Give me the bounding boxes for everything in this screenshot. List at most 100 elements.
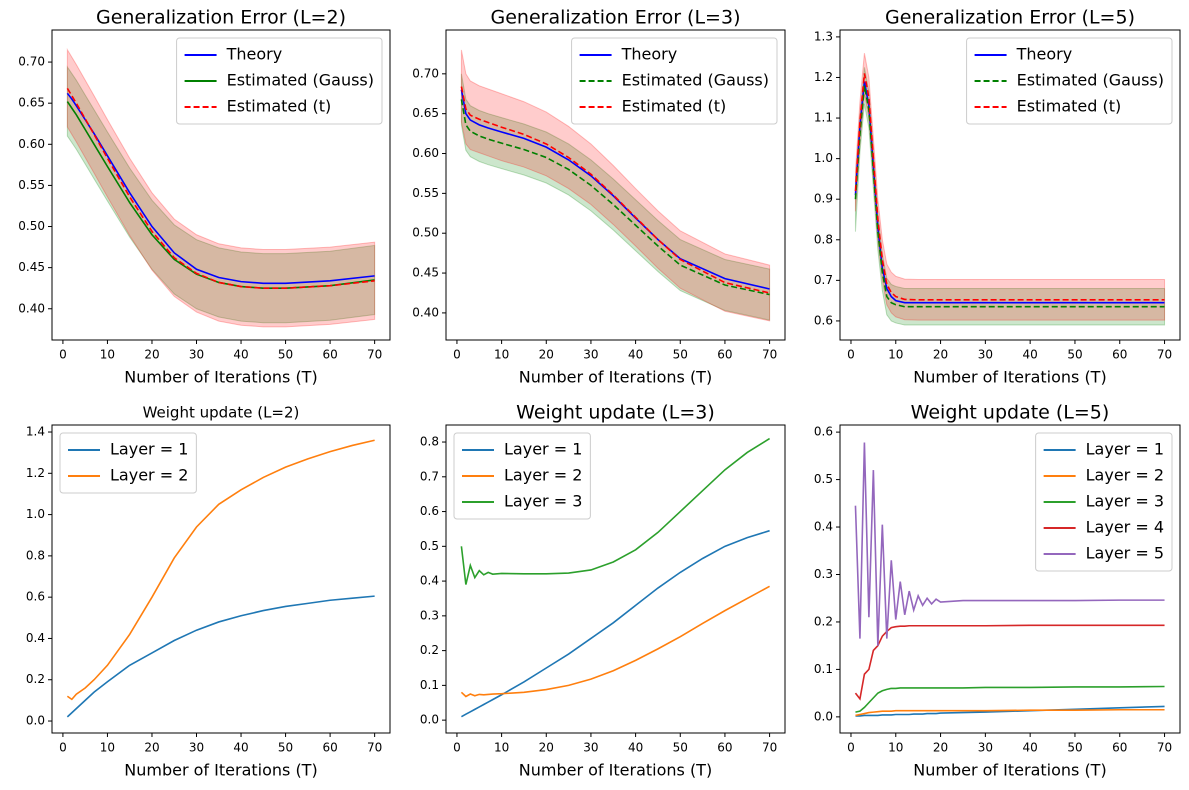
y-tick-label: 0.7: [814, 273, 833, 287]
plot-area: [66, 439, 375, 718]
x-tick-label: 70: [1157, 741, 1172, 755]
subplot: Generalization Error (L=3) Number of Iter…: [412, 7, 786, 387]
legend-label: Estimated (Gauss): [227, 71, 374, 90]
legend-label: Estimated (t): [622, 97, 727, 116]
legend: Layer = 1 Layer = 2 Layer = 3: [453, 432, 591, 520]
y-tick-label: 0.5: [420, 539, 439, 553]
y-tick-label: 0.70: [18, 55, 45, 69]
legend-label: Layer = 2: [504, 466, 582, 485]
legend-label: Layer = 1: [504, 440, 582, 459]
series-line: [66, 595, 375, 718]
subplot-title: Weight update (L=3): [516, 402, 715, 424]
x-tick-label: 50: [278, 348, 293, 362]
x-tick-label: 60: [322, 348, 337, 362]
x-tick-label: 10: [888, 741, 903, 755]
x-tick-label: 60: [322, 741, 337, 755]
legend-label: Estimated (Gauss): [1017, 71, 1164, 90]
series-line: [460, 99, 770, 296]
x-tick-label: 40: [628, 741, 643, 755]
y-tick-label: 0.60: [412, 146, 439, 160]
y-tick-label: 0.9: [814, 192, 833, 206]
axes-frame: [839, 29, 1181, 341]
legend-label: Theory: [226, 45, 283, 64]
x-tick-label: 50: [673, 348, 688, 362]
legend-label: Theory: [1016, 45, 1073, 64]
y-tick-label: 0.0: [26, 714, 45, 728]
plot-area: [66, 47, 376, 328]
x-axis-label: Number of Iterations (T): [519, 368, 712, 387]
legend-label: Layer = 4: [1086, 518, 1164, 537]
y-tick-label: 0.65: [412, 106, 439, 120]
x-tick-label: 30: [189, 741, 204, 755]
subplot-title: Generalization Error (L=5): [885, 7, 1135, 29]
x-tick-label: 10: [100, 348, 115, 362]
legend: Layer = 1 Layer = 2: [59, 432, 197, 494]
series-line: [854, 73, 1165, 301]
series-line: [855, 705, 1165, 717]
legend-box: [966, 37, 1173, 125]
x-tick-label: 0: [453, 741, 461, 755]
plot-area: [854, 53, 1166, 326]
y-tick-label: 0.4: [420, 574, 439, 588]
x-tick-label: 20: [933, 741, 948, 755]
y-tick-label: 0.65: [18, 96, 45, 110]
y-tick-label: 0.3: [420, 608, 439, 622]
legend-label: Layer = 1: [110, 440, 188, 459]
y-tick-label: 0.8: [814, 232, 833, 246]
y-tick-label: 0.45: [412, 266, 439, 280]
x-tick-label: 30: [978, 741, 993, 755]
axes-frame: [445, 29, 786, 341]
x-tick-label: 0: [847, 741, 855, 755]
y-tick-label: 0.60: [18, 137, 45, 151]
x-tick-label: 30: [189, 348, 204, 362]
y-tick-label: 0.3: [814, 567, 833, 581]
x-axis-label: Number of Iterations (T): [913, 761, 1106, 780]
subplot: Generalization Error (L=5) Number of Iter…: [814, 7, 1181, 387]
y-tick-label: 0.8: [26, 548, 45, 562]
y-tick-label: 0.4: [814, 520, 833, 534]
y-tick-label: 0.0: [420, 713, 439, 727]
legend-label: Estimated (t): [227, 97, 332, 116]
axes-frame: [839, 424, 1181, 734]
x-tick-label: 40: [233, 348, 248, 362]
legend-label: Layer = 2: [1086, 466, 1164, 485]
x-tick-label: 60: [717, 348, 732, 362]
y-tick-label: 0.50: [18, 219, 45, 233]
y-tick-label: 1.2: [26, 466, 45, 480]
y-tick-label: 0.7: [420, 469, 439, 483]
series-line: [66, 439, 375, 701]
series-line: [66, 92, 375, 285]
subplot: Weight update (L=5) Number of Iterations …: [814, 402, 1181, 780]
x-tick-label: 50: [1067, 741, 1082, 755]
x-tick-label: 0: [59, 348, 67, 362]
y-tick-label: 1.3: [814, 29, 833, 43]
y-tick-label: 0.0: [814, 709, 833, 723]
series-line: [855, 685, 1165, 713]
subplot: Weight update (L=3) Number of Iterations …: [420, 402, 786, 780]
x-tick-label: 40: [628, 348, 643, 362]
x-tick-label: 20: [933, 348, 948, 362]
legend: Layer = 1 Layer = 2 Layer = 3 Layer = 4 Laye…: [1035, 432, 1173, 572]
y-tick-label: 0.45: [18, 260, 45, 274]
legend-box: [453, 432, 591, 520]
x-tick-label: 10: [494, 348, 509, 362]
y-tick-label: 0.55: [18, 178, 45, 192]
y-tick-label: 1.1: [814, 111, 833, 125]
y-tick-label: 0.6: [26, 590, 45, 604]
subplot-title: Weight update (L=5): [911, 402, 1110, 424]
axes-frame: [51, 29, 391, 341]
x-axis-label: Number of Iterations (T): [124, 761, 317, 780]
confidence-band: [66, 65, 376, 324]
axes-frame: [445, 424, 786, 734]
y-tick-label: 0.55: [412, 186, 439, 200]
x-tick-label: 30: [583, 741, 598, 755]
subplot-title: Generalization Error (L=2): [96, 7, 346, 29]
x-tick-label: 10: [494, 741, 509, 755]
y-tick-label: 0.5: [814, 472, 833, 486]
x-axis-label: Number of Iterations (T): [913, 368, 1106, 387]
legend-label: Layer = 2: [110, 466, 188, 485]
y-tick-label: 0.6: [420, 504, 439, 518]
x-tick-label: 20: [539, 741, 554, 755]
y-tick-label: 0.70: [412, 66, 439, 80]
